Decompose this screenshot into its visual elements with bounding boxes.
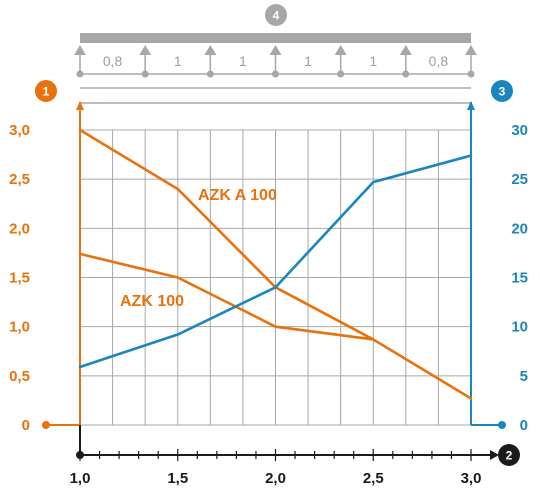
span-label: 0,8 <box>103 53 123 69</box>
badge-top-beam: 4 <box>265 4 287 26</box>
right-tick-label: 10 <box>511 319 528 336</box>
right-tick-label: 30 <box>511 122 528 139</box>
left-tick-label: 0 <box>22 417 30 434</box>
right-tick-label: 25 <box>511 171 528 188</box>
bottom-tick-label: 2,5 <box>363 470 384 487</box>
badge-bottom-axis: 2 <box>498 444 520 466</box>
right-axis-origin-dot <box>498 421 506 429</box>
axis-badges: 1 3 2 4 <box>35 4 520 466</box>
right-tick-label: 5 <box>520 368 528 385</box>
support-triangle <box>334 45 347 55</box>
bottom-tick-label: 1,5 <box>167 470 188 487</box>
support-triangle <box>139 45 152 55</box>
badge-right-label: 3 <box>499 85 506 99</box>
span-label: 1 <box>304 53 312 69</box>
chart-labels: AZK A 100 AZK 100 <box>120 187 277 310</box>
left-tick-label: 0,5 <box>9 368 30 385</box>
badge-bottom-label: 2 <box>506 449 513 463</box>
badge-left-axis: 1 <box>35 80 57 102</box>
support-triangle <box>399 45 412 55</box>
support-triangle <box>269 45 282 55</box>
left-tick-label: 2,5 <box>9 171 30 188</box>
chart-series <box>78 128 473 400</box>
right-tick-label: 20 <box>511 220 528 237</box>
span-label: 0,8 <box>429 53 449 69</box>
series-line-right-axis-2 <box>78 154 473 369</box>
support-node <box>467 70 475 78</box>
support-node <box>76 70 84 78</box>
left-tick-label: 3,0 <box>9 122 30 139</box>
right-tick-label: 0 <box>520 417 528 434</box>
support-triangle <box>465 45 477 55</box>
span-label: 1 <box>174 53 182 69</box>
chart-grid <box>79 129 472 426</box>
left-axis-arrow <box>76 101 84 110</box>
bottom-tick-label: 2,0 <box>265 470 286 487</box>
support-node <box>206 70 214 78</box>
support-beam-diagram: 0,8 1 1 1 1 0,8 <box>74 33 477 104</box>
support-node <box>337 70 345 78</box>
right-tick-label: 15 <box>511 270 528 287</box>
badge-left-label: 1 <box>43 85 50 99</box>
bottom-axis-arrow <box>490 450 499 460</box>
support-triangle <box>204 45 217 55</box>
left-axis-origin-dot <box>42 421 50 429</box>
support-node <box>141 70 149 78</box>
bottom-tick-label: 1,0 <box>70 470 91 487</box>
span-label: 1 <box>369 53 377 69</box>
beam-bar <box>80 33 471 43</box>
left-tick-label: 1,5 <box>9 270 30 287</box>
support-triangle <box>74 45 86 55</box>
series-line-azk-100 <box>78 252 375 341</box>
series-label-azk-100: AZK 100 <box>120 293 184 310</box>
span-label: 1 <box>239 53 247 69</box>
bottom-tick-label: 3,0 <box>461 470 482 487</box>
right-axis-arrow <box>467 101 475 110</box>
support-node <box>402 70 410 78</box>
support-node <box>272 70 279 78</box>
badge-right-axis: 3 <box>491 80 513 102</box>
chart-axes: 0 0,5 1,0 1,5 2,0 2,5 3,0 0 5 10 15 20 25 30 1,0 1,5 2,0… <box>9 101 528 487</box>
left-tick-label: 1,0 <box>9 319 30 336</box>
series-label-azk-a-100: AZK A 100 <box>198 187 277 204</box>
left-tick-label: 2,0 <box>9 220 30 237</box>
badge-top-label: 4 <box>273 9 280 23</box>
